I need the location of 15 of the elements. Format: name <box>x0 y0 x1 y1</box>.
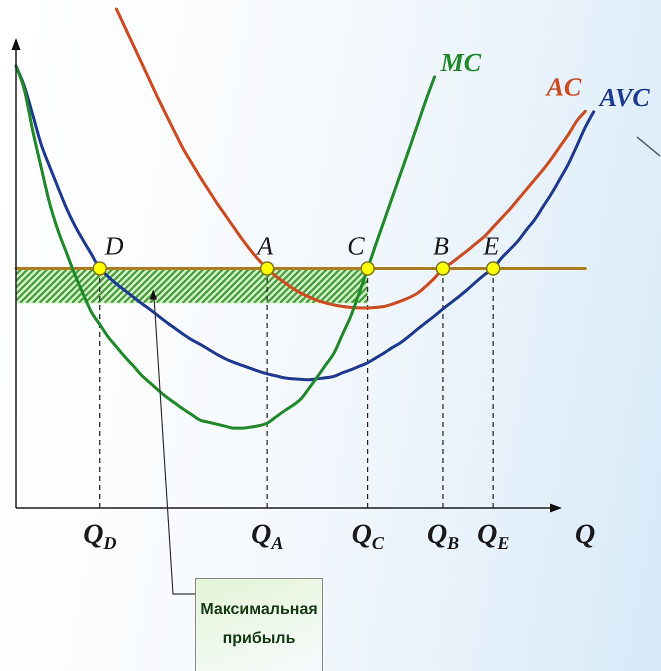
x-tick-label: Q$_{E}$ <box>477 519 510 553</box>
x-tick-label: Q$_{B}$ <box>426 519 460 553</box>
annotation: E <box>482 231 500 260</box>
x-tick-label: Q$_{A}$ <box>251 519 284 553</box>
annotation: D <box>104 231 124 260</box>
annotation: A <box>255 231 274 260</box>
x-tick-label: Q$_{C}$ <box>352 519 384 553</box>
callout-box: Максимальная прибыль <box>195 578 323 671</box>
series-label: MC <box>440 48 482 77</box>
series-label: AVC <box>598 82 650 112</box>
annotation: B <box>433 231 449 260</box>
x-tick-label: Q$_{D}$ <box>83 519 116 553</box>
x-axis-title: Q <box>575 519 596 550</box>
annotation: C <box>347 231 366 260</box>
series-label: AC <box>544 72 582 102</box>
